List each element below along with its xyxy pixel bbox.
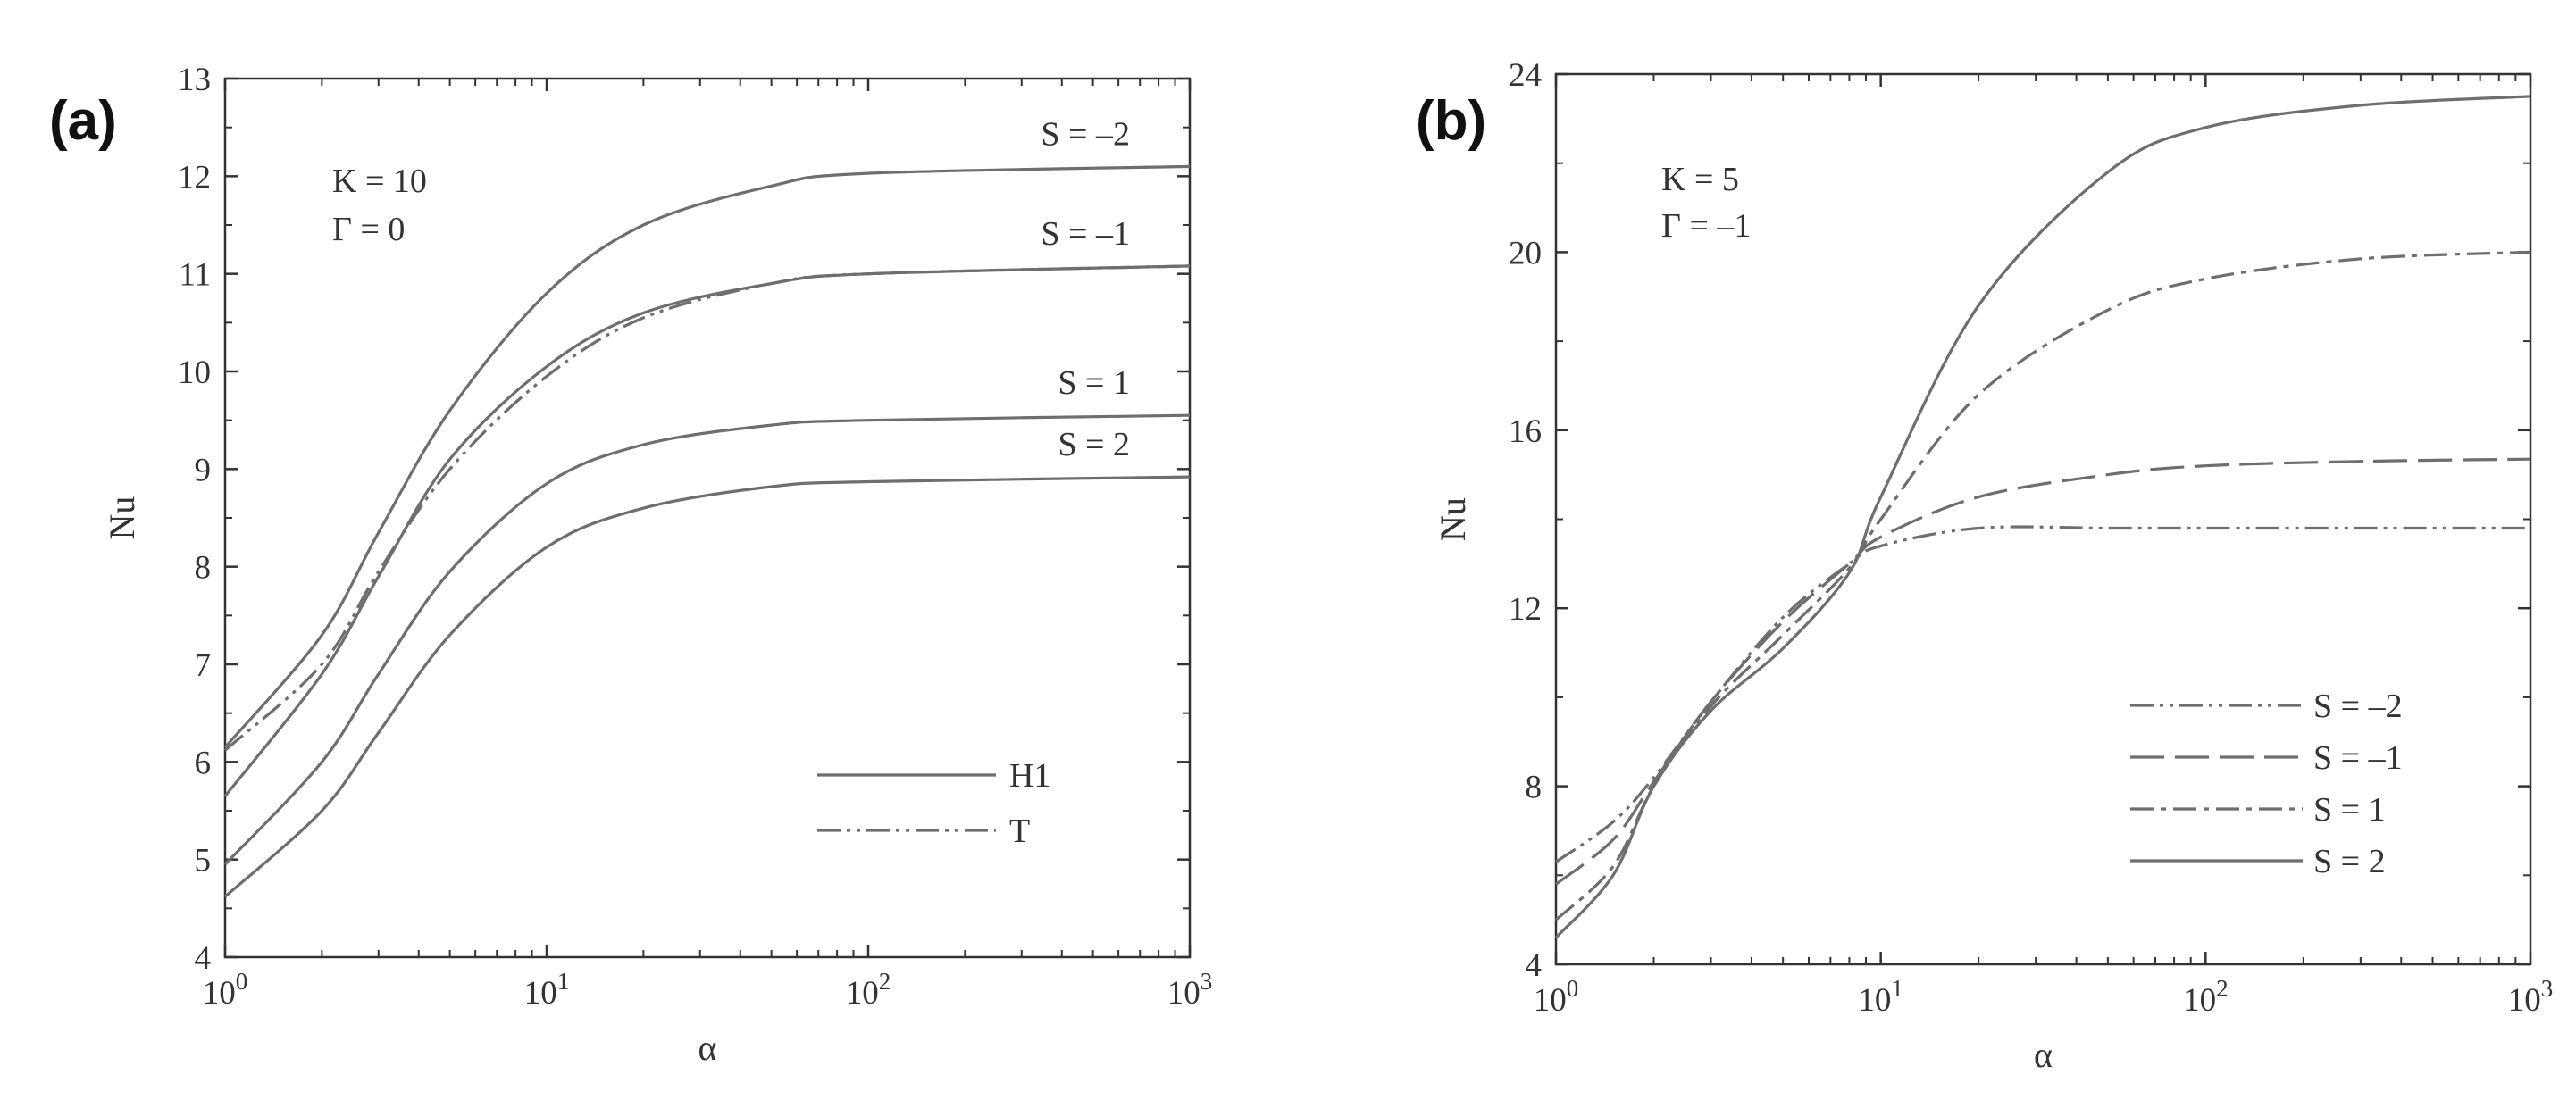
legend-label: S = –2: [2313, 688, 2403, 725]
chart-panel-a: 4 5 6 7 8 9 10 11 12 13 100 101 102 103 α Nu K = 10 Γ = 0…: [102, 62, 1212, 1068]
parameter-annotation: K = 10: [332, 163, 427, 200]
y-tick-label: 10: [178, 354, 211, 391]
y-axis-title: Nu: [102, 496, 142, 540]
x-axis-title: α: [2034, 1035, 2053, 1075]
x-tick-label: 102: [2183, 975, 2229, 1019]
x-tick-label: 100: [203, 968, 248, 1012]
y-tick-label: 20: [1509, 235, 1542, 271]
legend-label: S = 2: [2313, 843, 2386, 880]
y-tick-label: 9: [195, 452, 212, 488]
parameter-annotation: Γ = –1: [1661, 207, 1751, 245]
y-tick-label: 12: [178, 159, 211, 196]
y-axis-title: Nu: [1433, 497, 1473, 541]
x-tick-label: 100: [1534, 975, 1579, 1019]
x-axis-title: α: [698, 1028, 717, 1068]
legend-label: T: [1009, 813, 1030, 850]
y-tick-label: 6: [195, 745, 212, 781]
curve-label: S = 1: [1058, 364, 1130, 402]
series-line: [223, 413, 1191, 866]
x-tick-label: 103: [2508, 975, 2554, 1019]
series-line: [1555, 457, 2531, 886]
curve-label: S = 2: [1058, 426, 1130, 463]
y-tick-label: 13: [178, 62, 211, 98]
y-tick-label: 7: [195, 647, 212, 684]
x-tick-label: 102: [846, 968, 891, 1012]
curve-label: S = –1: [1041, 215, 1130, 253]
y-tick-label: 16: [1509, 413, 1542, 450]
series-line: [1555, 525, 2530, 863]
parameter-annotation: Γ = 0: [332, 211, 405, 248]
legend-label: S = 1: [2313, 791, 2386, 829]
legend-label: H1: [1009, 757, 1050, 795]
y-tick-label: 8: [1526, 770, 1543, 806]
series-line: [223, 264, 1191, 752]
chart-panel-b: 4 8 12 16 20 24 100 101 102 103 α Nu K = 5 Γ = –1 S = …: [1433, 57, 2553, 1075]
series-line: [223, 264, 1191, 797]
x-tick-label: 103: [1167, 968, 1213, 1012]
y-tick-label: 11: [179, 257, 211, 294]
y-tick-label: 8: [195, 550, 212, 587]
y-tick-label: 24: [1509, 57, 1542, 94]
series-line: [223, 164, 1191, 748]
panel-label-a: (a): [49, 90, 117, 152]
series-line: [223, 475, 1191, 898]
y-tick-label: 5: [195, 843, 212, 879]
y-tick-label: 4: [195, 940, 212, 977]
parameter-annotation: K = 5: [1661, 161, 1739, 198]
legend-label: S = –1: [2313, 739, 2403, 777]
y-tick-label: 4: [1526, 947, 1543, 984]
series-line: [1554, 95, 2531, 939]
x-tick-label: 101: [1858, 975, 1903, 1019]
curve-label: S = –2: [1041, 115, 1130, 153]
panel-label-b: (b): [1416, 90, 1487, 152]
y-tick-label: 12: [1509, 591, 1542, 628]
series-line: [1554, 250, 2531, 921]
x-tick-label: 101: [524, 968, 570, 1012]
